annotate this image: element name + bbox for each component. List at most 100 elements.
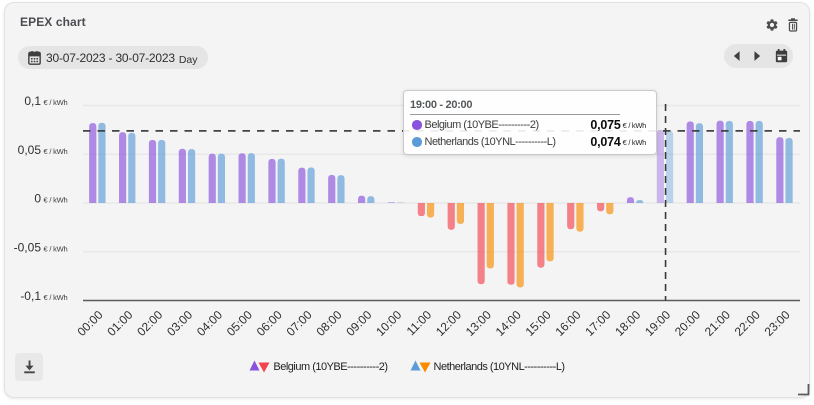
- bar-netherlands-11:00[interactable]: [426, 203, 435, 218]
- bar-belgium-11:00[interactable]: [417, 203, 425, 217]
- bar-belgium-05:00[interactable]: [238, 153, 246, 203]
- bar-belgium-08:00[interactable]: [328, 174, 336, 203]
- bar-belgium-02:00[interactable]: [148, 139, 157, 203]
- bar-netherlands-00:00[interactable]: [98, 122, 106, 203]
- bar-netherlands-04:00[interactable]: [217, 153, 226, 203]
- bar-belgium-00:00[interactable]: [89, 123, 97, 203]
- x-tick-label: 08:00: [313, 307, 344, 338]
- bar-netherlands-16:00[interactable]: [576, 203, 584, 232]
- x-tick-label: 11:00: [404, 307, 435, 338]
- legend-label-netherlands: Netherlands (10YNL----------L): [433, 360, 566, 373]
- x-tick-label: 03:00: [164, 307, 195, 338]
- bar-belgium-14:00[interactable]: [507, 203, 515, 285]
- bar-belgium-19:00[interactable]: [656, 129, 664, 203]
- bar-belgium-18:00[interactable]: [626, 197, 635, 203]
- tooltip-value-netherlands: 0,074: [590, 135, 621, 149]
- bar-netherlands-23:00[interactable]: [785, 137, 793, 203]
- bar-netherlands-13:00[interactable]: [486, 203, 494, 269]
- bar-belgium-22:00[interactable]: [746, 120, 754, 203]
- bar-netherlands-22:00[interactable]: [755, 120, 763, 203]
- legend-item-belgium[interactable]: Belgium (10YBE----------2): [249, 360, 388, 373]
- bar-netherlands-05:00[interactable]: [247, 153, 255, 203]
- tooltip-separator: [410, 113, 620, 115]
- bar-netherlands-06:00[interactable]: [277, 158, 285, 203]
- date-nav: [724, 44, 793, 68]
- tooltip-value-belgium: 0,075: [590, 118, 621, 132]
- resize-handle[interactable]: [797, 383, 810, 401]
- bar-belgium-23:00[interactable]: [776, 137, 784, 203]
- x-tick-label: 12:00: [433, 307, 464, 338]
- belgium-triangles-icon: [249, 360, 270, 373]
- bar-netherlands-08:00[interactable]: [337, 175, 345, 203]
- bar-netherlands-07:00[interactable]: [307, 167, 315, 203]
- tooltip-row-belgium: Belgium (10YBE----------2) 0,075 € / kWh: [404, 117, 656, 134]
- y-tick-label: -0,05: [14, 240, 42, 254]
- legend-label-belgium: Belgium (10YBE----------2): [273, 360, 388, 373]
- card-title: EPEX chart: [20, 15, 86, 29]
- bar-belgium-10:00[interactable]: [387, 202, 396, 203]
- bar-netherlands-21:00[interactable]: [725, 120, 733, 203]
- bar-netherlands-12:00[interactable]: [456, 203, 465, 224]
- bar-netherlands-09:00[interactable]: [367, 196, 375, 203]
- x-tick-label: 09:00: [343, 307, 374, 338]
- bar-belgium-17:00[interactable]: [597, 203, 605, 212]
- tooltip-row-netherlands: Netherlands (10YNL----------L) 0,074 € /…: [404, 134, 656, 151]
- x-tick-label: 22:00: [732, 307, 763, 338]
- bar-belgium-03:00[interactable]: [178, 148, 186, 203]
- bar-belgium-21:00[interactable]: [716, 120, 724, 203]
- bar-belgium-07:00[interactable]: [298, 167, 306, 203]
- delete-button[interactable]: [784, 16, 801, 33]
- bar-netherlands-01:00[interactable]: [128, 132, 136, 203]
- settings-button[interactable]: [763, 16, 780, 33]
- chevron-left-icon: [733, 51, 740, 61]
- x-tick-label: 16:00: [552, 307, 583, 338]
- card-actions: [763, 16, 801, 33]
- tooltip-unit-netherlands: € / kWh: [622, 138, 647, 147]
- date-range-button[interactable]: 30-07-2023 - 30-07-2023 Day: [18, 46, 208, 69]
- tooltip-label-belgium: Belgium (10YBE----------2): [424, 119, 540, 131]
- today-button[interactable]: [775, 49, 788, 63]
- tooltip-label-netherlands: Netherlands (10YNL----------L): [424, 136, 557, 148]
- y-tick-label: 0: [34, 192, 41, 206]
- x-tick-label: 02:00: [134, 307, 165, 338]
- y-tick-unit: € / kWh: [44, 293, 68, 302]
- chart-tooltip: 19:00 - 20:00 Belgium (10YBE----------2)…: [403, 90, 657, 155]
- bar-netherlands-19:00[interactable]: [665, 130, 674, 203]
- legend-item-netherlands[interactable]: Netherlands (10YNL----------L): [410, 360, 565, 373]
- bar-netherlands-17:00[interactable]: [606, 203, 614, 215]
- y-tick-label: 0,05: [18, 143, 42, 157]
- y-tick-label: -0,1: [20, 289, 41, 303]
- bar-netherlands-14:00[interactable]: [516, 203, 524, 288]
- bar-belgium-15:00[interactable]: [537, 203, 545, 268]
- bar-belgium-16:00[interactable]: [567, 203, 575, 230]
- bar-belgium-09:00[interactable]: [358, 195, 366, 203]
- bar-netherlands-18:00[interactable]: [636, 200, 644, 203]
- y-tick-label: 0,1: [24, 94, 41, 108]
- date-range-label: 30-07-2023 - 30-07-2023: [46, 50, 175, 65]
- gear-icon: [765, 18, 779, 32]
- granularity-label: Day: [178, 53, 198, 66]
- bar-belgium-13:00[interactable]: [477, 203, 485, 285]
- calendar-today-icon: [775, 49, 788, 63]
- bar-belgium-12:00[interactable]: [447, 203, 455, 230]
- bar-netherlands-03:00[interactable]: [187, 148, 196, 203]
- prev-day-button[interactable]: [733, 51, 740, 61]
- bar-belgium-20:00[interactable]: [686, 121, 694, 203]
- bar-belgium-06:00[interactable]: [268, 158, 276, 203]
- x-tick-label: 17:00: [582, 307, 613, 338]
- y-tick-unit: € / kWh: [44, 98, 68, 107]
- x-tick-label: 15:00: [523, 307, 554, 338]
- bar-netherlands-20:00[interactable]: [695, 123, 704, 203]
- download-button[interactable]: [15, 353, 43, 381]
- next-day-button[interactable]: [754, 51, 761, 61]
- y-tick-unit: € / kWh: [44, 147, 68, 156]
- netherlands-dot: [412, 137, 422, 147]
- bar-belgium-01:00[interactable]: [119, 132, 127, 203]
- x-tick-label: 19:00: [642, 307, 673, 338]
- tooltip-unit-belgium: € / kWh: [622, 121, 647, 130]
- bar-netherlands-02:00[interactable]: [158, 139, 166, 203]
- bar-netherlands-15:00[interactable]: [546, 203, 554, 262]
- bar-belgium-04:00[interactable]: [208, 153, 216, 203]
- belgium-dot: [412, 120, 422, 130]
